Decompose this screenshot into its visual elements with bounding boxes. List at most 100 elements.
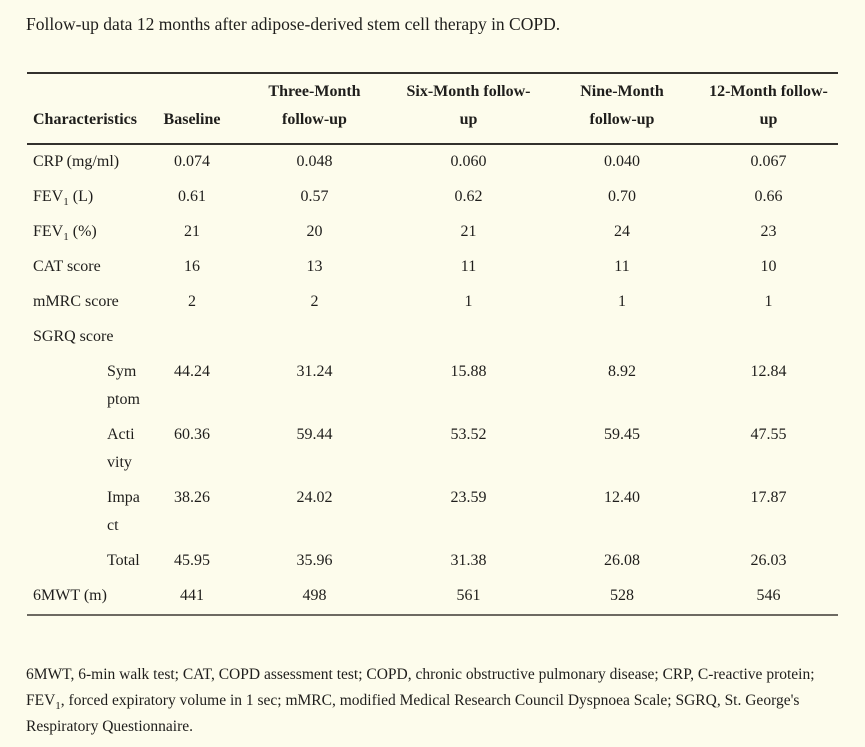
table-cell: 0.57 xyxy=(300,188,329,205)
table-cell: 24 xyxy=(614,223,630,240)
table-cell: 21 xyxy=(184,223,200,240)
table-row-fev1-pct: FEV1 (%) 21 20 21 24 23 xyxy=(27,215,838,250)
table-cell-empty xyxy=(699,320,838,355)
table-cell: 11 xyxy=(614,258,630,275)
table-cell-empty xyxy=(147,320,237,355)
table-cell: 23.59 xyxy=(450,489,487,506)
table-cell: 53.52 xyxy=(450,426,487,443)
row-label-activity: Acti vity xyxy=(27,418,147,481)
table-cell: 59.45 xyxy=(604,426,640,443)
table-cell: 38.26 xyxy=(174,489,210,506)
footnote-text-part1: 6MWT, 6-min walk test; CAT, COPD assessm… xyxy=(26,666,815,709)
sublabel-activity: Acti vity xyxy=(107,426,135,471)
table-cell: 561 xyxy=(392,579,545,616)
table-cell: 44.24 xyxy=(174,363,210,380)
table-footnote: 6MWT, 6-min walk test; CAT, COPD assessm… xyxy=(0,616,865,740)
table-row-sgrq-symptom: Sym ptom 44.24 31.24 15.88 8.92 12.84 xyxy=(27,355,838,418)
table-caption: Follow-up data 12 months after adipose-d… xyxy=(26,14,561,34)
row-label-6mwt: 6MWT (m) xyxy=(27,579,147,616)
row-label-sgrq: SGRQ score xyxy=(33,328,114,345)
table-cell: 1 xyxy=(764,293,773,310)
sublabel-impact: Impa ct xyxy=(107,489,140,534)
fev-suffix: (L) xyxy=(68,188,94,205)
table-row-sgrq-activity: Acti vity 60.36 59.44 53.52 59.45 47.55 xyxy=(27,418,838,481)
table-cell: 1 xyxy=(464,293,473,310)
table-cell: 2 xyxy=(188,293,196,310)
table-cell: 47.55 xyxy=(750,426,787,443)
table-cell: 498 xyxy=(237,579,392,616)
table-cell: 13 xyxy=(306,258,323,275)
header-row: Characteristics Baseline Three-Month fol… xyxy=(27,72,838,145)
table-cell-empty xyxy=(545,320,699,355)
column-header-six-month: Six-Month follow- up xyxy=(392,72,545,145)
table-cell: 16 xyxy=(184,258,200,275)
table-cell-empty xyxy=(237,320,392,355)
column-header-baseline: Baseline xyxy=(147,72,237,145)
followup-data-table: Characteristics Baseline Three-Month fol… xyxy=(27,72,838,616)
table-cell: 0.70 xyxy=(608,188,636,205)
table-cell: 0.067 xyxy=(750,153,787,170)
table-cell: 21 xyxy=(460,223,477,240)
table-cell: 26.03 xyxy=(750,552,787,569)
table-cell: 59.44 xyxy=(296,426,333,443)
row-label-crp: CRP (mg/ml) xyxy=(33,153,120,170)
row-label-fev1-pct: FEV1 (%) xyxy=(27,215,147,250)
row-label-impact: Impa ct xyxy=(27,481,147,544)
footnote-fev-subscript: 1 xyxy=(55,700,61,713)
table-cell: 17.87 xyxy=(750,489,787,506)
fev-suffix: (%) xyxy=(68,223,97,240)
table-row-6mwt: 6MWT (m) 441 498 561 528 546 xyxy=(27,579,838,616)
table-cell: 24.02 xyxy=(296,489,333,506)
table-cell: 2 xyxy=(310,293,319,310)
table-row-sgrq-total: Total 45.95 35.96 31.38 26.08 26.03 xyxy=(27,544,838,579)
table-cell-empty xyxy=(392,320,545,355)
table-cell: 26.08 xyxy=(604,552,640,569)
table-cell: 31.24 xyxy=(296,363,333,380)
table-cell: 20 xyxy=(306,223,323,240)
sublabel-symptom: Sym ptom xyxy=(107,363,140,408)
table-row-fev1-l: FEV1 (L) 0.61 0.57 0.62 0.70 0.66 xyxy=(27,180,838,215)
table-cell: 11 xyxy=(460,258,477,275)
table-cell: 31.38 xyxy=(450,552,487,569)
table-cell: 15.88 xyxy=(450,363,487,380)
row-label-mmrc: mMRC score xyxy=(33,293,119,310)
fev-prefix: FEV xyxy=(33,223,64,240)
table-cell: 0.61 xyxy=(178,188,206,205)
footnote-text-part2: , forced expiratory volume in 1 sec; mMR… xyxy=(26,692,800,735)
column-header-twelve-month: 12-Month follow- up xyxy=(699,72,838,145)
fev-subscript: 1 xyxy=(63,231,69,244)
row-label-fev1-l: FEV1 (L) xyxy=(27,180,147,215)
row-label-cat: CAT score xyxy=(33,258,101,275)
table-row-mmrc: mMRC score 2 2 1 1 1 xyxy=(27,285,838,320)
table-cell: 0.66 xyxy=(754,188,783,205)
table-cell: 0.074 xyxy=(174,153,210,170)
table-row-sgrq: SGRQ score xyxy=(27,320,838,355)
table-cell: 60.36 xyxy=(174,426,210,443)
table-cell: 546 xyxy=(699,579,838,616)
table-cell: 35.96 xyxy=(296,552,333,569)
table-cell: 1 xyxy=(618,293,626,310)
table-cell: 0.62 xyxy=(454,188,483,205)
table-cell: 0.048 xyxy=(296,153,333,170)
row-label-total: Total xyxy=(27,544,147,579)
table-cell: 528 xyxy=(545,579,699,616)
table-row-cat: CAT score 16 13 11 11 10 xyxy=(27,250,838,285)
table-cell: 10 xyxy=(760,258,777,275)
table-cell: 23 xyxy=(760,223,777,240)
row-label-symptom: Sym ptom xyxy=(27,355,147,418)
table-cell: 441 xyxy=(147,579,237,616)
table-row-sgrq-impact: Impa ct 38.26 24.02 23.59 12.40 17.87 xyxy=(27,481,838,544)
table-cell: 8.92 xyxy=(608,363,636,380)
table-cell: 12.84 xyxy=(750,363,787,380)
table-cell: 45.95 xyxy=(174,552,210,569)
table-cell: 0.060 xyxy=(450,153,487,170)
sublabel-total: Total xyxy=(107,552,140,569)
fev-subscript: 1 xyxy=(63,196,69,209)
column-header-characteristics: Characteristics xyxy=(27,72,147,145)
table-cell: 12.40 xyxy=(604,489,640,506)
fev-prefix: FEV xyxy=(33,188,64,205)
column-header-nine-month: Nine-Month follow-up xyxy=(545,72,699,145)
table-cell: 0.040 xyxy=(604,153,640,170)
column-header-three-month: Three-Month follow-up xyxy=(237,72,392,145)
